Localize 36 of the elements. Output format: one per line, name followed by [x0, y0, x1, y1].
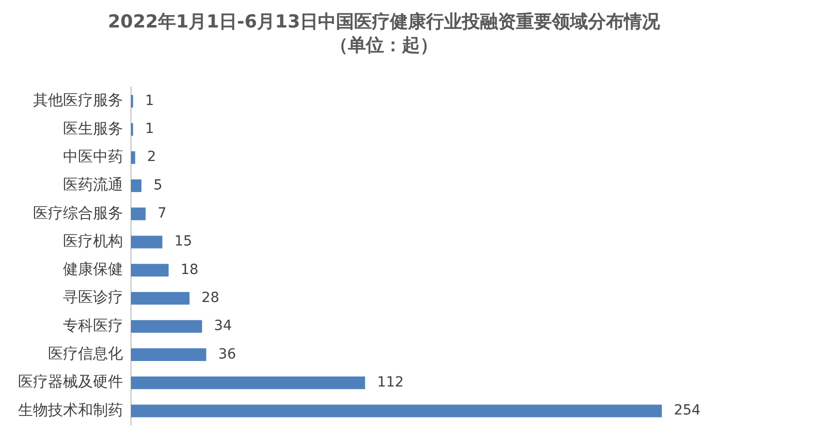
- bar: [131, 264, 169, 277]
- data-label: 36: [218, 346, 236, 362]
- data-label: 1: [145, 92, 154, 109]
- y-tick-label: 中医中药: [63, 147, 123, 166]
- data-label: 15: [174, 234, 192, 250]
- data-label: 7: [158, 206, 167, 222]
- bar: [131, 151, 136, 164]
- bar: [131, 376, 366, 390]
- y-tick-label: 寻医诊疗: [63, 288, 123, 306]
- y-tick-label: 健康保健: [63, 260, 123, 278]
- data-label: 2: [147, 149, 156, 166]
- chart-title: 2022年1月1日-6月13日中国医疗健康行业投融资重要领域分布情况: [108, 11, 662, 32]
- y-tick-label: 专科医疗: [63, 316, 123, 334]
- bar: [131, 292, 190, 305]
- bar: [131, 348, 206, 361]
- bar: [131, 236, 162, 248]
- y-tick-label: 医疗综合服务: [33, 204, 123, 222]
- y-tick-label: 医疗机构: [63, 232, 123, 250]
- data-label: 18: [180, 262, 198, 278]
- bar: [131, 320, 202, 333]
- bar: [131, 208, 146, 220]
- data-label: 112: [377, 374, 404, 390]
- y-tick-label: 医生服务: [63, 119, 123, 138]
- chart-subtitle: （单位：起）: [330, 35, 438, 56]
- data-label: 34: [214, 318, 232, 334]
- data-label: 1: [145, 121, 154, 138]
- y-tick-label: 其他医疗服务: [33, 91, 123, 110]
- y-tick-label: 医疗信息化: [48, 344, 123, 363]
- data-label: 5: [153, 177, 162, 194]
- y-tick-label: 医疗器械及硬件: [18, 372, 123, 391]
- y-tick-label: 生物技术和制药: [18, 400, 123, 419]
- bar: [131, 404, 662, 418]
- bar: [131, 179, 142, 192]
- y-tick-label: 医药流通: [63, 176, 123, 194]
- data-label: 254: [674, 402, 701, 419]
- data-label: 28: [202, 290, 220, 306]
